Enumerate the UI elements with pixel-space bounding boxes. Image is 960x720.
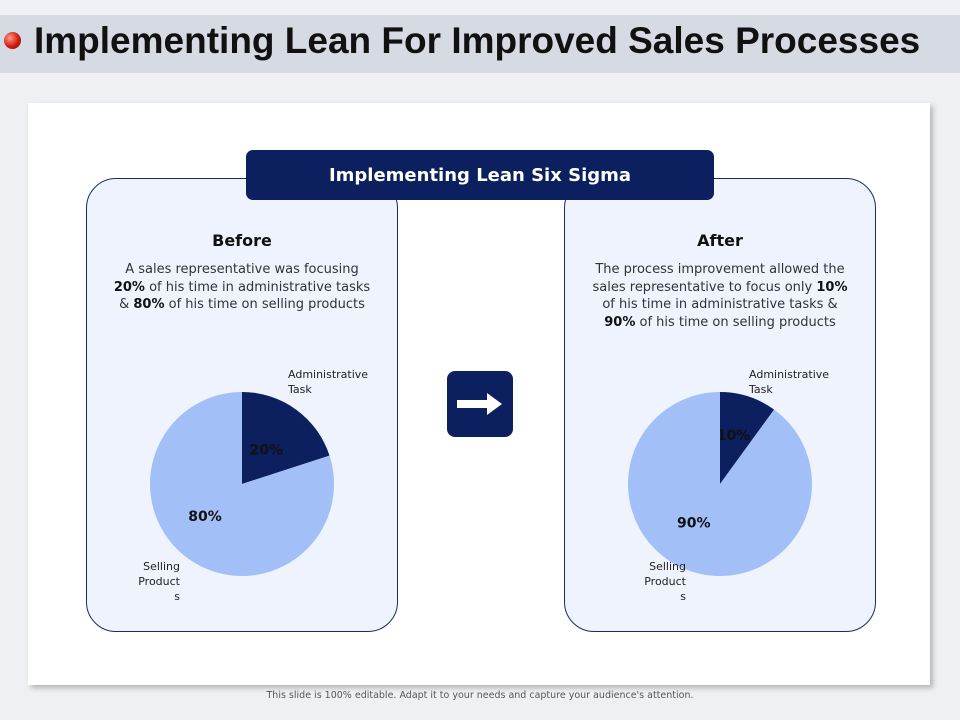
after-pie-label-selling: 90% — [677, 516, 711, 532]
before-pie-label-admin: 20% — [250, 443, 284, 459]
red-bullet-icon — [4, 32, 21, 49]
after-selling-label-line2: Product — [644, 575, 686, 588]
footer-note: This slide is 100% editable. Adapt it to… — [266, 690, 694, 701]
after-card: After The process improvement allowed th… — [564, 178, 876, 632]
before-selling-label: Selling Product s — [128, 559, 180, 604]
after-desc-text-1: The process improvement allowed the sale… — [592, 262, 845, 295]
after-heading: After — [697, 231, 743, 250]
before-admin-label-line2: Task — [288, 383, 312, 396]
before-desc-text-1: A sales representative was focusing — [125, 262, 359, 277]
after-desc-selling-pct: 90% — [604, 314, 636, 330]
before-admin-label: Administrative Task — [288, 367, 368, 397]
before-desc-admin-pct: 20% — [113, 279, 145, 295]
before-selling-label-line1: Selling — [143, 560, 180, 573]
before-desc-text-3: of his time on selling products — [164, 297, 365, 312]
before-pie-chart: 20% 80% — [150, 392, 335, 576]
after-desc-text-2: of his time in administrative tasks & — [602, 297, 838, 312]
after-admin-label-line2: Task — [749, 383, 773, 396]
after-selling-label-line3: s — [680, 590, 686, 603]
right-arrow-icon — [457, 393, 502, 415]
before-pie-slice-selling — [150, 392, 335, 576]
after-pie-slice-selling — [628, 392, 813, 576]
slide-title: Implementing Lean For Improved Sales Pro… — [34, 20, 921, 61]
after-admin-label-line1: Administrative — [749, 368, 830, 381]
after-admin-label: Administrative Task — [749, 367, 829, 397]
before-selling-label-line2: Product — [138, 575, 180, 588]
before-pie-label-selling: 80% — [188, 509, 222, 525]
before-desc-text-2: of his time in administrative tasks & — [119, 279, 371, 313]
after-pie-label-admin: 10% — [717, 428, 751, 444]
after-selling-label-line1: Selling — [649, 560, 686, 573]
transition-arrow-button — [447, 371, 513, 437]
after-desc-admin-pct: 10% — [816, 279, 848, 295]
after-description: The process improvement allowed the sale… — [590, 261, 850, 331]
title-bar — [0, 15, 960, 73]
after-desc-text-3: of his time on selling products — [635, 314, 836, 330]
before-description: A sales representative was focusing 20% … — [112, 261, 372, 314]
after-pie-slice-admin — [720, 392, 775, 484]
before-selling-label-line3: s — [174, 590, 180, 603]
after-pie-chart: 10% 90% — [628, 392, 813, 576]
before-desc-selling-pct: 80% — [133, 297, 165, 312]
before-pie-slice-admin — [242, 392, 330, 484]
before-heading: Before — [212, 231, 272, 250]
before-admin-label-line1: Administrative — [288, 368, 369, 381]
after-selling-label: Selling Product s — [634, 559, 686, 604]
section-banner: Implementing Lean Six Sigma — [246, 150, 714, 200]
